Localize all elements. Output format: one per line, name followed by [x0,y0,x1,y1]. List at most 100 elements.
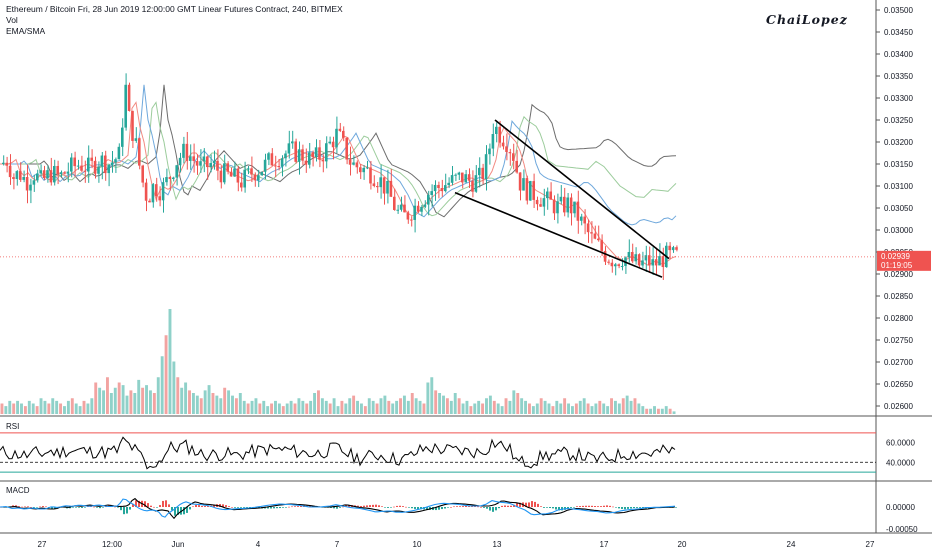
volume-bar [223,387,227,414]
time-tick-label: 24 [787,540,796,549]
candle-body [607,261,610,263]
volume-bar [637,403,641,414]
macd-histogram-bar [24,506,26,508]
macd-histogram-bar [330,507,332,508]
candle-body [87,157,90,172]
volume-bar [16,400,20,414]
candle-body [100,155,104,167]
rsi-label[interactable]: RSI [6,422,20,431]
volume-bar [336,406,340,414]
volume-bar [297,398,301,414]
volume-bar [602,403,606,414]
candle-body [484,154,488,180]
macd-histogram-bar [204,506,206,507]
macd-histogram-bar [309,505,311,507]
candle-body [83,170,87,172]
macd-signal-line [0,497,676,520]
macd-histogram-bar [381,506,383,507]
volume-bar [215,395,219,414]
macd-histogram-bar [165,500,167,507]
candle-body [73,157,76,167]
candle-body [379,177,382,188]
candle-body [32,180,36,185]
candle-body [675,247,678,250]
volume-bar [219,398,223,414]
macd-histogram-bar [120,507,122,511]
macd-histogram-bar [516,503,518,507]
volume-bar [59,403,63,414]
candle-body [365,167,369,169]
candle-body [495,126,498,135]
macd-histogram-bar [588,505,590,507]
macd-histogram-bar [585,505,587,507]
volume-bar [305,403,309,414]
candle-body [556,201,559,214]
candle-body [311,152,314,158]
macd-histogram-bar [378,505,380,507]
volume-bar [31,403,35,414]
volume-bar [664,406,668,414]
macd-histogram-bar [231,507,233,508]
time-tick-label: 27 [38,540,47,549]
volume-bar [516,393,520,414]
macd-histogram-bar [447,507,449,508]
candle-body [597,238,600,241]
macd-histogram-bar [498,507,500,509]
volume-bar [188,390,191,414]
macd-histogram-bar [600,506,602,507]
volume-bar [356,400,359,414]
macd-label[interactable]: MACD [6,486,30,495]
candle-body [444,185,447,192]
volume-bar [70,398,74,414]
macd-histogram-bar [396,505,398,507]
volume-bar [520,398,524,414]
candle-body [158,196,161,201]
macd-histogram-bar [267,507,269,509]
candle-body [403,204,406,213]
macd-histogram-bar [507,505,509,507]
candle-body [141,165,144,183]
candle-body [471,180,474,192]
volume-bar [234,398,238,414]
macd-histogram-bar [531,501,533,507]
volume-bar [340,400,344,414]
candle-body [267,153,270,160]
time-axis[interactable]: 27 12:00 Jun 4 7 10 13 17 20 24 27 [38,540,875,549]
candle-body [529,181,532,201]
candle-body [406,212,410,220]
volume-bar [102,390,106,414]
candle-body [661,256,665,268]
volume-legend[interactable]: Vol [6,15,18,25]
macd-histogram-bar [276,507,278,509]
candle-body [53,165,56,183]
volume-bar [4,406,8,414]
macd-histogram-bar [387,507,389,508]
macd-histogram-bar [384,507,386,508]
macd-histogram-bar [549,507,551,508]
macd-histogram-bar [333,507,335,509]
volume-bar [418,400,422,414]
volume-bar [617,403,621,414]
candle-body [501,142,505,147]
rsi-line [0,436,676,470]
macd-histogram-bar [633,507,635,509]
volume-bar [20,403,23,414]
ma-legend[interactable]: EMA/SMA [6,26,46,36]
macd-histogram-bar [237,507,239,508]
volume-bar [242,400,246,414]
volume-bar [43,400,47,414]
macd-histogram-bar [84,507,86,508]
author-signature: ChaiLopez [766,12,848,27]
macd-histogram-bar [102,507,104,508]
volume-bar [47,403,51,414]
macd-histogram-bar [426,507,428,510]
candle-body [362,167,365,173]
candle-body [243,169,246,188]
volume-bar [578,400,582,414]
volume-bar [359,403,363,414]
candle-body [491,134,495,149]
macd-histogram-bar [69,507,71,509]
candle-body [590,232,593,234]
candle-body [386,180,389,194]
volume-bar [438,393,442,414]
